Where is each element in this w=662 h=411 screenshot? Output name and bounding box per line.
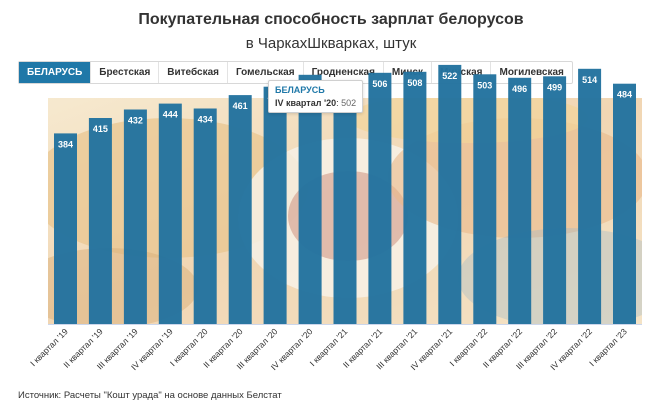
bar[interactable] (613, 83, 636, 324)
bar[interactable] (508, 77, 532, 324)
data-label: 415 (93, 124, 108, 134)
tab-brest[interactable]: Брестская (91, 62, 160, 83)
data-label: 461 (233, 101, 248, 111)
data-label: 384 (58, 139, 73, 149)
tooltip-colon: : (336, 98, 342, 108)
data-label: 499 (547, 82, 562, 92)
source-note: Источник: Расчеты "Кошт урада" на основе… (18, 390, 282, 401)
bar[interactable] (333, 86, 357, 324)
data-label: 522 (442, 71, 457, 81)
bar[interactable] (228, 95, 252, 324)
tooltip-value: 502 (341, 98, 357, 108)
data-label: 484 (617, 90, 632, 100)
data-label: 434 (198, 115, 213, 125)
tooltip-series: БЕЛАРУСЬ (275, 85, 325, 95)
bar[interactable] (368, 72, 392, 324)
data-label: 506 (372, 79, 387, 89)
bar[interactable] (298, 74, 322, 324)
bar[interactable] (263, 86, 287, 324)
data-label: 514 (582, 75, 597, 85)
bar[interactable] (543, 76, 567, 324)
tab-grodno[interactable]: Гродненская (304, 62, 384, 83)
bar[interactable] (473, 74, 497, 324)
data-label: 432 (128, 116, 143, 126)
tab-belarus[interactable]: БЕЛАРУСЬ (19, 62, 92, 83)
chart-title: Покупательная способность зарплат белору… (138, 11, 524, 28)
tab-vitebsk[interactable]: Витебская (159, 62, 228, 83)
tooltip-label: IV квартал '20 (275, 98, 337, 108)
bar[interactable] (438, 64, 462, 325)
data-label: 444 (163, 110, 178, 120)
bar[interactable] (88, 118, 112, 324)
bar[interactable] (123, 109, 147, 325)
chart-tooltip: БЕЛАРУСЬ IV квартал '20: 502 (268, 80, 364, 113)
tab-gomel[interactable]: Гомельская (228, 62, 304, 83)
bar[interactable] (578, 68, 602, 324)
data-label: 508 (407, 78, 422, 88)
bar[interactable] (158, 103, 182, 324)
chart-subtitle: в ЧаркахШкварках, штук (245, 35, 417, 52)
data-label: 496 (512, 84, 527, 94)
x-tick-label: I квартал '23 (587, 326, 629, 368)
bar[interactable] (403, 71, 427, 324)
bar[interactable] (193, 108, 217, 325)
tab-mogilev[interactable]: Могилевская (499, 67, 564, 78)
bar[interactable] (54, 133, 77, 324)
data-label: 503 (477, 80, 492, 90)
